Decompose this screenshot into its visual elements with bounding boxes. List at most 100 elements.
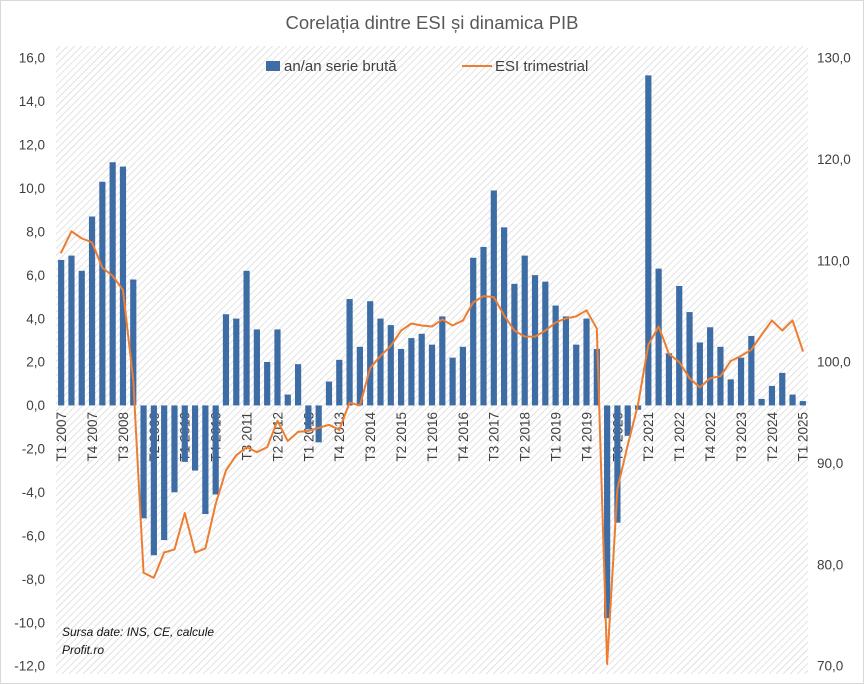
x-tick-label: T3 2023: [734, 412, 749, 462]
bar: [696, 342, 703, 406]
legend-label-line: ESI trimestrial: [495, 58, 588, 75]
bar: [68, 255, 75, 406]
y-tick-label-right: 90,0: [817, 456, 843, 471]
source-note-line-2: Profit.ro: [62, 643, 104, 657]
bar: [346, 299, 353, 406]
legend: an/an serie brută ESI trimestrial: [266, 58, 588, 75]
bar: [191, 405, 199, 471]
bar: [480, 246, 487, 406]
x-tick-label: T1 2007: [54, 412, 69, 462]
y-tick-label-left: 2,0: [26, 355, 45, 370]
bar: [428, 344, 436, 406]
bar: [604, 405, 611, 619]
x-tick-label: T1 2025: [796, 412, 811, 462]
bar: [181, 405, 188, 462]
bar: [676, 286, 683, 406]
x-tick-label: T1 2022: [672, 412, 687, 462]
bar: [758, 398, 765, 406]
x-tick-label: T4 2022: [703, 412, 718, 462]
y-tick-label-left: -8,0: [22, 572, 45, 587]
bar: [542, 281, 549, 406]
bar: [88, 216, 96, 406]
bar: [573, 344, 580, 406]
bar: [686, 312, 693, 406]
bar: [150, 405, 157, 556]
bar: [645, 75, 652, 406]
bar: [222, 314, 230, 406]
bar: [78, 270, 85, 406]
legend-label-bars: an/an serie brută: [284, 58, 397, 75]
source-note-line-1: Sursa date: INS, CE, calcule: [62, 625, 214, 639]
source-note: Sursa date: INS, CE, calcule Profit.ro: [62, 625, 214, 657]
y-tick-label-left: 6,0: [26, 268, 45, 283]
bar: [583, 318, 590, 406]
x-tick-label: T2 2015: [394, 412, 409, 462]
bar: [294, 364, 302, 406]
bar: [748, 335, 755, 406]
x-tick-label: T3 2008: [116, 412, 131, 462]
bar: [140, 405, 147, 519]
x-tick-label: T2 2021: [641, 412, 656, 462]
bar: [305, 405, 312, 430]
bar: [707, 327, 714, 406]
x-tick-label: T2 2012: [270, 412, 285, 462]
bar: [531, 275, 539, 406]
bar: [768, 385, 776, 406]
bar: [439, 316, 446, 406]
y-axis-left: 16,0 14,0 12,0 10,0 8,0 6,0 4,0 2,0 0,0 -2,0 -4,0 -…: [14, 51, 45, 674]
bar: [336, 359, 343, 406]
x-tick-label: T4 2016: [456, 412, 471, 462]
bar: [161, 405, 168, 541]
bar: [119, 166, 127, 406]
y-tick-label-right: 110,0: [817, 253, 850, 268]
bar: [521, 255, 528, 406]
bar: [614, 405, 621, 523]
y-tick-label-left: 4,0: [26, 311, 45, 326]
bar: [243, 270, 250, 406]
y-tick-label-right: 100,0: [817, 355, 851, 370]
y-tick-label-left: -4,0: [22, 485, 45, 500]
bar: [356, 346, 363, 406]
bar: [562, 316, 570, 406]
y-tick-label-right: 80,0: [817, 557, 843, 572]
bar: [799, 401, 806, 406]
bar: [665, 353, 673, 406]
y-tick-label-left: -2,0: [22, 442, 45, 457]
bar: [398, 348, 405, 406]
x-tick-label: T4 2019: [579, 412, 594, 462]
bar: [552, 305, 559, 406]
bar: [109, 162, 116, 406]
y-tick-label-right: 70,0: [817, 659, 843, 674]
x-tick-label: T2 2024: [765, 412, 780, 462]
bar: [315, 405, 322, 443]
bar: [99, 181, 106, 406]
esi-line: [60, 230, 804, 665]
bar: [377, 318, 384, 406]
bar: [325, 381, 333, 406]
bar: [737, 357, 745, 406]
y-tick-label-left: 16,0: [19, 51, 45, 66]
bar: [274, 329, 281, 406]
x-tick-label: T3 2014: [363, 412, 378, 462]
bar: [655, 268, 662, 406]
x-tick-label: T4 2013: [332, 412, 347, 462]
bar: [470, 257, 477, 406]
x-tick-label: T3 2011: [239, 412, 254, 461]
bar: [459, 346, 466, 406]
bar: [130, 279, 137, 406]
y-tick-label-left: -10,0: [14, 615, 45, 630]
x-tick-label: T3 2017: [487, 412, 502, 462]
line-series: [60, 230, 804, 665]
bar: [58, 259, 65, 406]
y-tick-label-right: 130,0: [817, 51, 851, 66]
y-tick-label-right: 120,0: [817, 152, 851, 167]
bar: [418, 333, 425, 406]
y-tick-label-left: -6,0: [22, 528, 45, 543]
y-tick-label-left: -12,0: [14, 659, 45, 674]
y-tick-label-left: 14,0: [19, 94, 45, 109]
bar: [593, 348, 600, 406]
bar: [727, 379, 734, 406]
bar: [624, 405, 631, 436]
bar: [789, 394, 796, 406]
